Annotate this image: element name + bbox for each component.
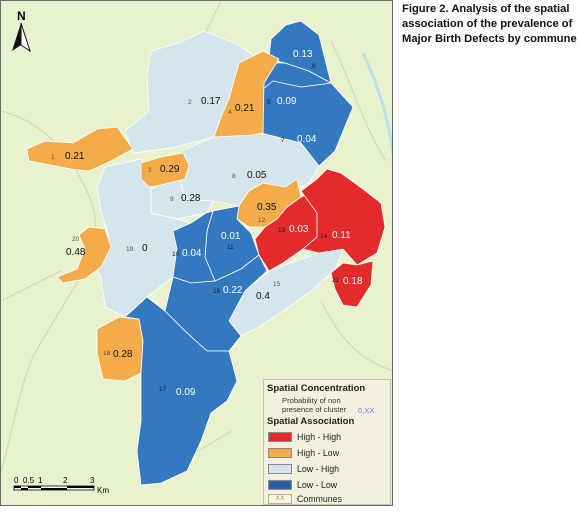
commune-21-id-label: 21 xyxy=(332,277,340,284)
commune-17-value-label: 0.09 xyxy=(176,387,196,398)
commune-3-value-label: 0.29 xyxy=(160,164,180,175)
commune-20-id-label: 20 xyxy=(72,236,80,243)
commune-5-id-label: 5 xyxy=(267,99,271,106)
commune-7-id-label: 7 xyxy=(281,137,285,144)
legend-swatch-low-high xyxy=(268,464,292,474)
commune-12-value-label: 0.35 xyxy=(257,202,277,213)
commune-14-area[interactable] xyxy=(300,168,386,266)
north-arrow-right-icon xyxy=(20,22,31,53)
commune-18-value-label: 0.28 xyxy=(113,349,133,360)
commune-2-value-label: 0.17 xyxy=(201,96,221,107)
commune-21-value-label: 0.18 xyxy=(343,276,363,287)
commune-1-value-label: 0.21 xyxy=(65,151,85,162)
commune-3-area[interactable] xyxy=(140,152,190,188)
north-arrow-label: N xyxy=(17,9,26,23)
commune-3-id-label: 3 xyxy=(148,167,152,174)
legend-probability-line2: presence of cluster xyxy=(282,405,347,414)
legend-label-high-low: High - Low xyxy=(297,448,340,458)
figure-caption: Figure 2. Analysis of the spatial associ… xyxy=(402,2,577,47)
commune-12-id-label: 12 xyxy=(258,217,266,224)
commune-11-id-label: 11 xyxy=(227,244,234,251)
commune-2-id-label: 2 xyxy=(188,99,192,106)
legend-swatch-high-low xyxy=(268,448,292,458)
commune-17-id-label: 17 xyxy=(159,386,167,393)
legend-label-low-low: Low - Low xyxy=(297,480,338,490)
commune-9-id-label: 9 xyxy=(170,196,174,203)
commune-4-area[interactable] xyxy=(213,50,280,138)
legend-communes-label: Communes xyxy=(297,494,342,504)
legend-swatch-low-low xyxy=(268,480,292,490)
scale-unit: Km xyxy=(97,486,109,495)
commune-19-value-label: 0 xyxy=(142,243,148,254)
map-frame: N 0 0.5 1 2 3 Km 1 0.21 2 0.17 3 0.29 4 0.21 5 0.… xyxy=(0,0,393,506)
scale-tick-2: 1 xyxy=(38,476,43,485)
commune-10-value-label: 0.04 xyxy=(182,248,202,259)
caption-line-1: Figure 2. Analysis of the spatial xyxy=(402,3,570,15)
legend-label-low-high: Low - High xyxy=(297,464,340,474)
commune-14-value-label: 0.11 xyxy=(332,230,351,241)
legend-probability-symbol: 0,XX xyxy=(358,406,375,415)
commune-5-value-label: 0.09 xyxy=(277,96,297,107)
commune-15-id-label: 15 xyxy=(273,281,281,288)
commune-13-id-label: 13 xyxy=(278,227,286,234)
legend-communes-symbol: XX xyxy=(268,494,292,504)
legend-label-high-high: High - High xyxy=(297,432,342,442)
commune-4-value-label: 0.21 xyxy=(235,103,255,114)
caption-line-2: association of the prevalence of xyxy=(402,18,573,30)
commune-17-area[interactable] xyxy=(124,296,238,486)
scale-bar: 0 0.5 1 2 3 Km xyxy=(13,476,109,495)
commune-1-area[interactable] xyxy=(26,126,134,172)
commune-map: N 0 0.5 1 2 3 Km 1 0.212 0.173 0.294 0.215 0.… xyxy=(1,1,392,505)
scale-tick-0: 0 xyxy=(14,476,19,485)
scale-tick-4: 3 xyxy=(90,476,95,485)
legend: Spatial Concentration Probability of non… xyxy=(263,379,391,505)
scale-tick-1: 0.5 xyxy=(23,476,35,485)
commune-16-value-label: 0.22 xyxy=(223,285,243,296)
scale-tick-3: 2 xyxy=(63,476,68,485)
north-arrow-left-icon xyxy=(12,23,21,51)
north-arrow: N xyxy=(12,9,31,53)
commune-8-id-label: 8 xyxy=(232,173,236,180)
commune-10-id-label: 10 xyxy=(172,251,180,258)
commune-10-area[interactable] xyxy=(172,210,216,284)
legend-concentration-title: Spatial Concentration xyxy=(267,383,366,394)
commune-6-id-label: 6 xyxy=(312,63,316,70)
commune-13-value-label: 0.03 xyxy=(289,224,309,235)
commune-9-value-label: 0.28 xyxy=(181,193,201,204)
commune-6-value-label: 0.13 xyxy=(293,49,313,60)
river xyxy=(361,52,392,157)
commune-15-value-label: 0.4 xyxy=(256,291,270,302)
commune-14-id-label: 14 xyxy=(320,233,328,240)
legend-swatch-high-high xyxy=(268,432,292,442)
commune-11-value-label: 0.01 xyxy=(221,231,241,242)
commune-8-value-label: 0.05 xyxy=(247,170,267,181)
commune-20-area[interactable] xyxy=(56,226,112,284)
commune-1-id-label: 1 xyxy=(51,154,55,161)
legend-association-title: Spatial Association xyxy=(267,416,355,427)
commune-19-id-label: 19 xyxy=(126,246,134,253)
commune-4-id-label: 4 xyxy=(228,109,232,116)
commune-16-id-label: 16 xyxy=(213,288,221,295)
caption-line-3: Major Birth Defects by commune xyxy=(402,33,577,45)
commune-21-area[interactable] xyxy=(330,260,374,308)
commune-20-value-label: 0.48 xyxy=(66,247,86,258)
commune-18-id-label: 18 xyxy=(103,350,111,357)
legend-probability-line1: Probability of non xyxy=(282,396,341,405)
commune-7-value-label: 0.04 xyxy=(297,134,317,145)
